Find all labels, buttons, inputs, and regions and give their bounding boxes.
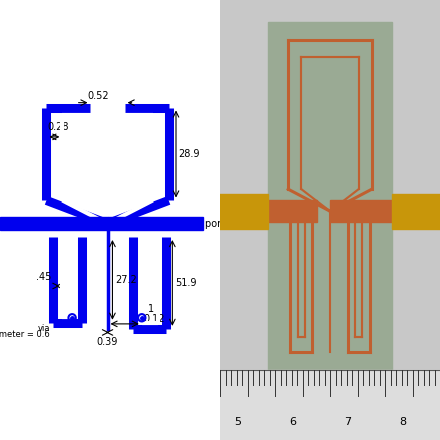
Text: 0.28: 0.28 [48,122,69,132]
Text: .45: .45 [36,272,51,282]
Text: 7: 7 [344,418,351,427]
Bar [392,194,440,229]
Text: 28.9: 28.9 [179,149,200,159]
Bar [107,217,203,231]
Bar [268,200,317,222]
Text: 0.39: 0.39 [97,337,118,347]
Text: via: via [37,324,50,333]
Text: diameter = 0.6: diameter = 0.6 [0,330,50,339]
Text: 0.52: 0.52 [87,92,109,102]
Bar [216,194,268,229]
Text: port 2: port 2 [205,219,235,229]
Text: 1: 1 [3,219,8,229]
Bar [0,217,107,231]
Text: 51.9: 51.9 [175,278,196,288]
Bar [330,200,392,222]
Text: 0.12: 0.12 [143,314,165,324]
Text: 6: 6 [289,418,296,427]
Text: 1: 1 [148,304,154,314]
Text: 5: 5 [234,418,241,427]
Bar [268,22,392,387]
Text: 8: 8 [399,418,406,427]
Bar [220,370,440,440]
Text: 27.2: 27.2 [115,275,137,285]
